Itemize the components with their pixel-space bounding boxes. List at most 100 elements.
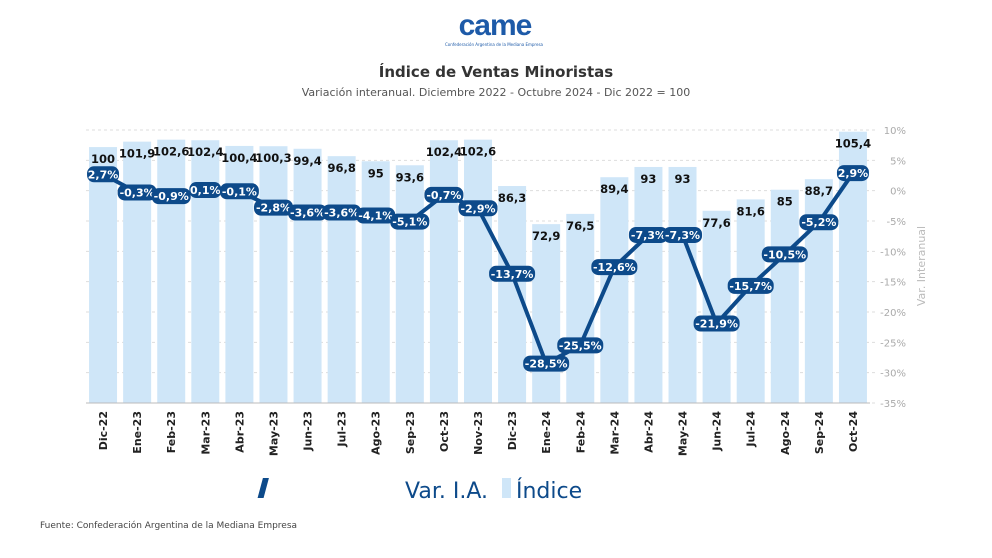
line-label-bg: [219, 183, 259, 200]
bar: [668, 166, 697, 403]
bar: [532, 224, 561, 403]
line-label-bg: [390, 213, 430, 230]
x-tick-label: Jun-23: [302, 411, 315, 452]
line-value-label: -0,7%: [426, 189, 461, 202]
x-tick-label: Jun-24: [711, 411, 724, 452]
came-logo: came Confederación Argentina de la Media…: [445, 10, 543, 48]
line-value-label: -3,6%: [290, 207, 325, 220]
x-tick-label: Ago-24: [779, 411, 792, 455]
right-tick-label: -35%: [880, 399, 906, 410]
bar: [634, 166, 663, 403]
line-label-bg: [799, 214, 839, 231]
bar: [89, 147, 118, 403]
line-label-bg: [288, 204, 328, 221]
bar-value-label: 96,8: [327, 161, 355, 175]
line-label-bg: [591, 259, 638, 276]
bar: [191, 140, 220, 404]
line-label-bg: [458, 200, 498, 217]
right-axis-label: Var. Interanual: [915, 226, 928, 306]
bar: [157, 139, 186, 403]
line-label-bg: [663, 226, 703, 243]
line-value-label: -15,7%: [729, 280, 772, 293]
bar-value-label: 102,4: [426, 145, 462, 159]
x-tick-label: Dic-23: [506, 411, 519, 450]
legend-bar-swatch: [502, 478, 511, 498]
bar: [123, 141, 152, 404]
bar-value-label: 93,6: [396, 170, 424, 184]
line-value-label: -0,1%: [222, 185, 257, 198]
x-tick-label: Sep-23: [404, 411, 417, 454]
x-tick-label: Ene-24: [540, 411, 553, 454]
bar-value-label: 95: [368, 166, 384, 180]
line-value-label: -28,5%: [525, 358, 568, 371]
bar-value-label: 101,9: [119, 147, 155, 161]
right-tick-label: -25%: [880, 338, 906, 349]
right-tick-label: 0%: [890, 187, 906, 198]
x-tick-label: Abr-24: [642, 411, 655, 453]
bar-value-label: 81,6: [737, 204, 765, 218]
line-label-bg: [424, 186, 464, 203]
chart-title: Índice de Ventas Minoristas: [378, 63, 614, 81]
bar: [702, 210, 731, 403]
source-note: Fuente: Confederación Argentina de la Me…: [40, 521, 298, 531]
bar-value-label: 100: [91, 152, 115, 166]
bar: [804, 179, 833, 403]
x-tick-label: Feb-24: [574, 411, 587, 454]
right-tick-label: -5%: [887, 217, 906, 228]
line-label-bg: [523, 355, 570, 372]
right-tick-label: 5%: [890, 156, 906, 167]
x-tick-label: Abr-23: [233, 411, 246, 453]
line-label-bg: [151, 188, 191, 205]
line-value-label: -21,9%: [695, 318, 738, 331]
bar-value-label: 105,4: [835, 137, 871, 151]
right-tick-label: 10%: [884, 126, 906, 137]
line-label-bg: [693, 315, 740, 332]
x-tick-label: Sep-24: [813, 411, 826, 454]
x-tick-label: Jul-24: [745, 411, 758, 448]
bar-value-label: 102,4: [187, 145, 223, 159]
bar-value-label: 76,5: [566, 219, 594, 233]
line-value-label: -7,3%: [665, 229, 700, 242]
legend-indice: Índice: [516, 478, 582, 504]
line-value-label: -4,1%: [358, 210, 393, 223]
bar-value-label: 85: [777, 195, 793, 209]
line-label-bg: [189, 182, 222, 199]
x-tick-label: Mar-23: [199, 411, 212, 455]
line-label-bg: [557, 337, 604, 354]
bar: [395, 165, 424, 403]
bar-value-label: 99,4: [293, 154, 321, 168]
bar-value-label: 72,9: [532, 229, 560, 243]
bar-value-label: 100,3: [255, 151, 291, 165]
bar-value-label: 77,6: [702, 216, 730, 230]
line-value-label: -13,7%: [491, 268, 534, 281]
line-value-label: -25,5%: [559, 339, 602, 352]
line-value-label: 0,1%: [190, 184, 221, 197]
legend-line-swatch: [257, 478, 269, 498]
line-label-bg: [253, 199, 293, 216]
bar-value-label: 93: [675, 172, 691, 186]
x-tick-label: Ene-23: [131, 411, 144, 454]
line-label-bg: [356, 207, 396, 224]
bar: [566, 213, 595, 403]
logo-subtitle: Confederación Argentina de la Mediana Em…: [445, 42, 543, 47]
bar-value-label: 86,3: [498, 191, 526, 205]
line-value-label: -3,6%: [324, 207, 359, 220]
line-label-bg: [628, 226, 668, 243]
bar-value-label: 102,6: [153, 145, 189, 159]
bar: [361, 161, 390, 403]
line-value-label: -10,5%: [763, 248, 806, 261]
line-value-label: 2,9%: [838, 167, 869, 180]
bar: [327, 156, 356, 403]
line-value-label: -5,2%: [801, 216, 836, 229]
bar-value-label: 93: [640, 172, 656, 186]
x-tick-label: Jul-23: [336, 411, 349, 448]
x-tick-label: Oct-24: [847, 411, 860, 452]
right-tick-label: -10%: [880, 247, 906, 258]
x-tick-label: Oct-23: [438, 411, 451, 452]
line-value-label: -12,6%: [593, 261, 636, 274]
x-tick-label: May-24: [677, 411, 690, 456]
line-value-label: -5,1%: [392, 216, 427, 229]
legend-var-ia: Var. I.A.: [405, 479, 488, 504]
line-label-bg: [87, 166, 120, 183]
